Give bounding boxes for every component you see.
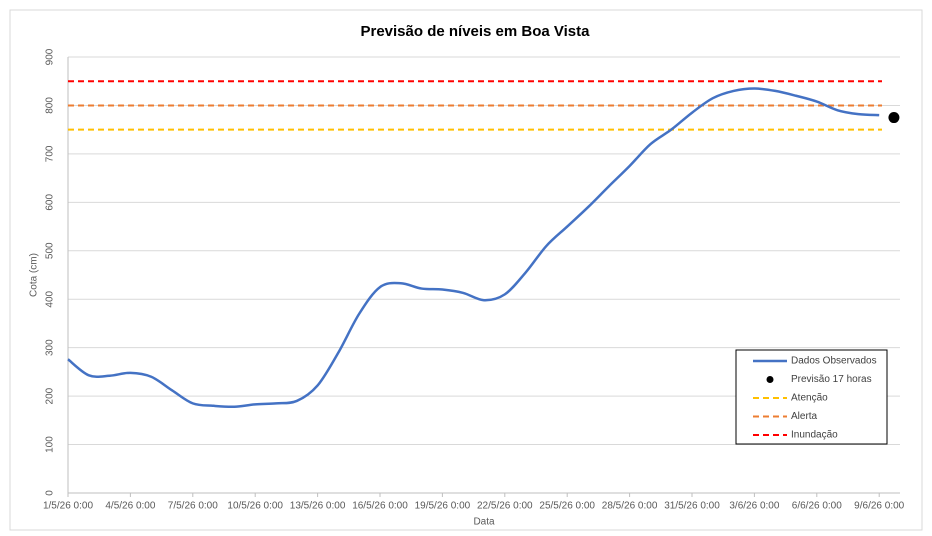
y-tick-label: 100 bbox=[45, 436, 56, 453]
x-tick-label: 19/5/26 0:00 bbox=[415, 501, 471, 512]
legend-box bbox=[735, 349, 888, 445]
x-tick-label: 6/6/26 0:00 bbox=[792, 501, 842, 512]
x-tick-label: 13/5/26 0:00 bbox=[290, 501, 346, 512]
legend: Dados Observados Previsão 17 horas Atenção… bbox=[735, 349, 888, 445]
legend-label: Dados Observados bbox=[791, 356, 877, 367]
forecast-point bbox=[888, 112, 900, 124]
x-tick-label: 31/5/26 0:00 bbox=[664, 501, 720, 512]
x-tick-label: 28/5/26 0:00 bbox=[602, 501, 658, 512]
y-tick-label: 900 bbox=[45, 48, 56, 65]
x-tick-label: 7/5/26 0:00 bbox=[168, 501, 218, 512]
legend-label: Atenção bbox=[791, 393, 828, 404]
y-tick-label: 600 bbox=[45, 194, 56, 211]
y-tick-label: 300 bbox=[45, 339, 56, 356]
x-tick-label: 10/5/26 0:00 bbox=[227, 501, 283, 512]
x-tick-label: 3/6/26 0:00 bbox=[729, 501, 779, 512]
x-axis-label: Data bbox=[473, 517, 495, 528]
data-line bbox=[67, 87, 880, 409]
chart-border bbox=[9, 9, 923, 531]
x-tick-label: 25/5/26 0:00 bbox=[539, 501, 595, 512]
y-tick-label: 400 bbox=[45, 290, 56, 307]
y-tick-label: 200 bbox=[45, 387, 56, 404]
x-tick-label: 9/6/26 0:00 bbox=[854, 501, 904, 512]
legend-label: Previsão 17 horas bbox=[791, 374, 872, 385]
y-tick-label: 0 bbox=[45, 490, 56, 496]
y-tick-label: 700 bbox=[45, 145, 56, 162]
x-tick-label: 1/5/26 0:00 bbox=[43, 501, 93, 512]
y-tick-label: 800 bbox=[45, 97, 56, 114]
y-axis-label: Cota (cm) bbox=[29, 253, 40, 297]
legend-label: Inundação bbox=[791, 430, 838, 441]
y-tick-label: 500 bbox=[45, 242, 56, 259]
legend-label: Alerta bbox=[791, 411, 818, 422]
chart-title: Previsão de níveis em Boa Vista bbox=[360, 23, 590, 40]
x-tick-label: 16/5/26 0:00 bbox=[352, 501, 408, 512]
legend-marker bbox=[766, 376, 774, 383]
x-tick-label: 22/5/26 0:00 bbox=[477, 501, 533, 512]
x-tick-label: 4/5/26 0:00 bbox=[105, 501, 155, 512]
